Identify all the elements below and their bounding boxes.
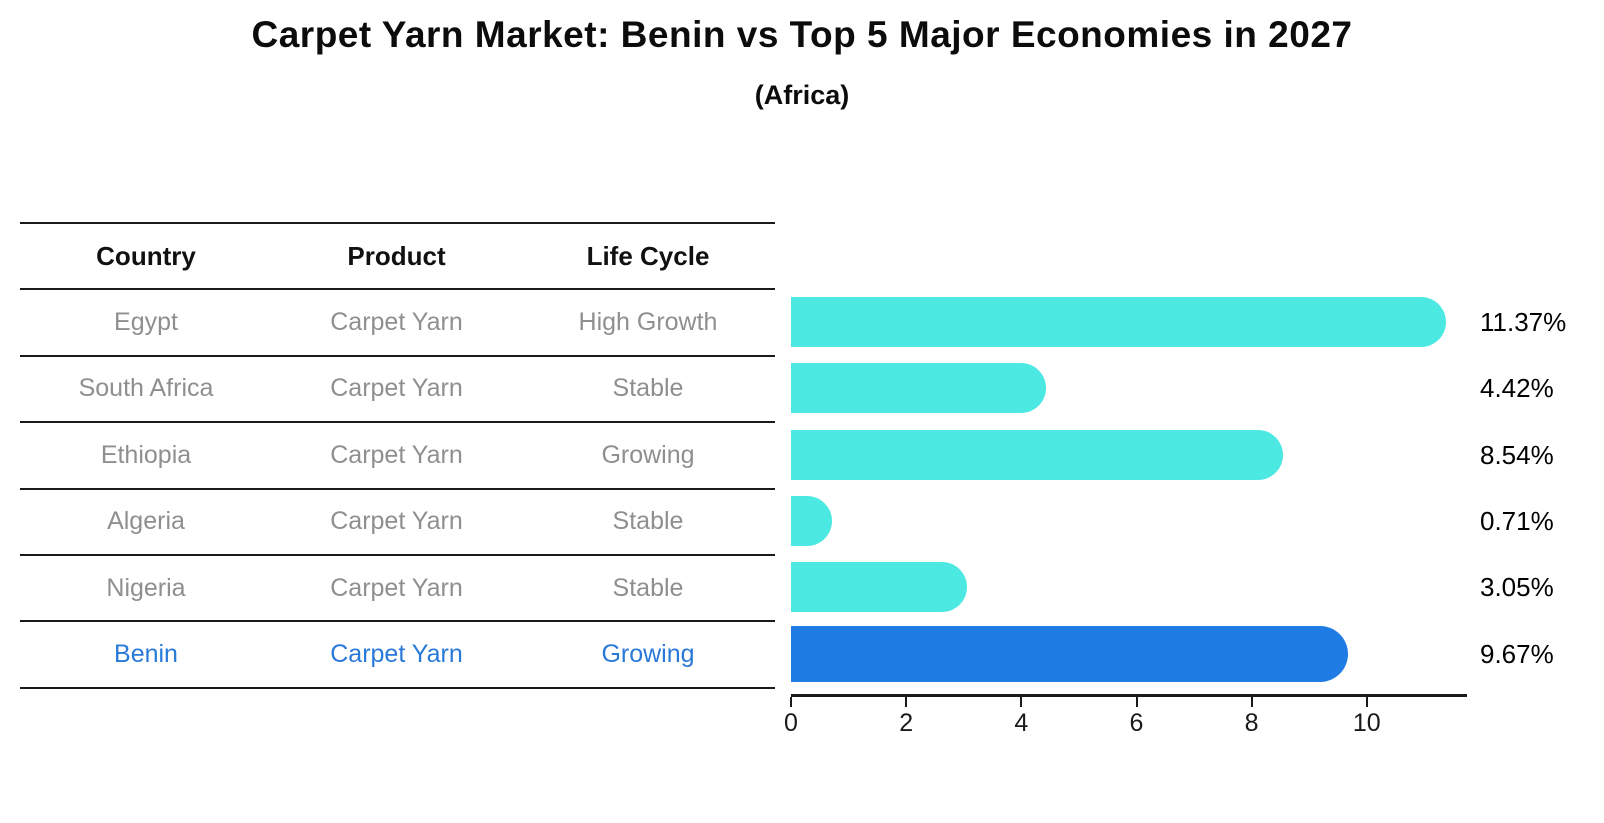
x-axis-tick-label: 4 — [1014, 709, 1029, 737]
table-row: Ethiopia Carpet Yarn Growing — [20, 421, 775, 487]
bar-value-label: 9.67% — [1480, 638, 1554, 669]
bar-value-label: 4.42% — [1480, 373, 1554, 403]
table-cell: Stable — [612, 374, 684, 403]
bar-value-label: 8.54% — [1480, 439, 1554, 470]
table-row: Nigeria Carpet Yarn Stable — [20, 553, 775, 620]
x-axis-line — [791, 694, 1467, 697]
x-axis-tick — [1250, 697, 1253, 707]
bar-value-label: 3.05% — [1480, 572, 1554, 603]
table-cell: Carpet Yarn — [330, 573, 463, 602]
country-table: Country Product Life Cycle Egypt Carpet Yarn… — [20, 222, 775, 689]
table-cell: Carpet Yarn — [330, 440, 463, 469]
table-cell: Benin — [114, 640, 178, 669]
x-axis-tick-label: 0 — [784, 709, 798, 737]
x-axis-tick — [1365, 697, 1368, 707]
table-header-cell: Life Cycle — [586, 240, 710, 271]
table-header-cell: Country — [96, 240, 196, 271]
x-axis-tick-label: 2 — [899, 709, 914, 737]
x-axis-tick-label: 6 — [1129, 709, 1144, 737]
table-row: Benin Carpet Yarn Growing — [20, 620, 775, 686]
bar-egypt — [791, 296, 1446, 347]
table-header-cell: Product — [347, 240, 446, 271]
table-cell: South Africa — [78, 374, 214, 403]
x-axis-tick — [1020, 697, 1023, 707]
table-cell: Ethiopia — [100, 440, 192, 469]
x-axis-tick — [905, 697, 908, 707]
table-row: South Africa Carpet Yarn Stable — [20, 354, 775, 421]
table-cell: Growing — [601, 640, 695, 669]
table-row: Algeria Carpet Yarn Stable — [20, 487, 775, 554]
x-axis-tick-label: 10 — [1352, 709, 1381, 737]
table-header-row: Country Product Life Cycle — [20, 222, 775, 288]
table-cell: Growing — [601, 440, 695, 469]
table-cell: Algeria — [107, 507, 185, 536]
chart-title: Carpet Yarn Market: Benin vs Top 5 Major… — [251, 14, 1353, 55]
x-axis-tick-label: 8 — [1244, 709, 1259, 737]
bar-nigeria — [791, 562, 967, 613]
table-cell: Nigeria — [106, 573, 186, 602]
table-cell: Carpet Yarn — [330, 640, 463, 669]
table-cell: Carpet Yarn — [330, 308, 463, 337]
bar-benin — [791, 625, 1348, 682]
table-cell: Egypt — [114, 308, 178, 337]
bar-value-label: 0.71% — [1480, 505, 1554, 536]
bar-south-africa — [791, 363, 1046, 413]
x-axis-tick — [790, 697, 792, 707]
x-axis-tick — [1135, 697, 1138, 707]
bar-chart: 11.37% 4.42% 8.54% 0.71% 3.05% 9.67% 0 2 4 6 8 10 — [784, 0, 1604, 823]
table-cell: Carpet Yarn — [330, 374, 463, 403]
table-row: Egypt Carpet Yarn High Growth — [20, 288, 775, 354]
table-cell: Carpet Yarn — [330, 507, 463, 536]
table-cell: High Growth — [578, 308, 718, 337]
table-cell: Stable — [612, 507, 684, 536]
bar-algeria — [791, 495, 832, 546]
table-cell: Stable — [612, 573, 684, 602]
bar-ethiopia — [791, 429, 1283, 480]
bar-value-label: 11.37% — [1480, 306, 1567, 337]
chart-subtitle: (Africa) — [754, 80, 850, 110]
